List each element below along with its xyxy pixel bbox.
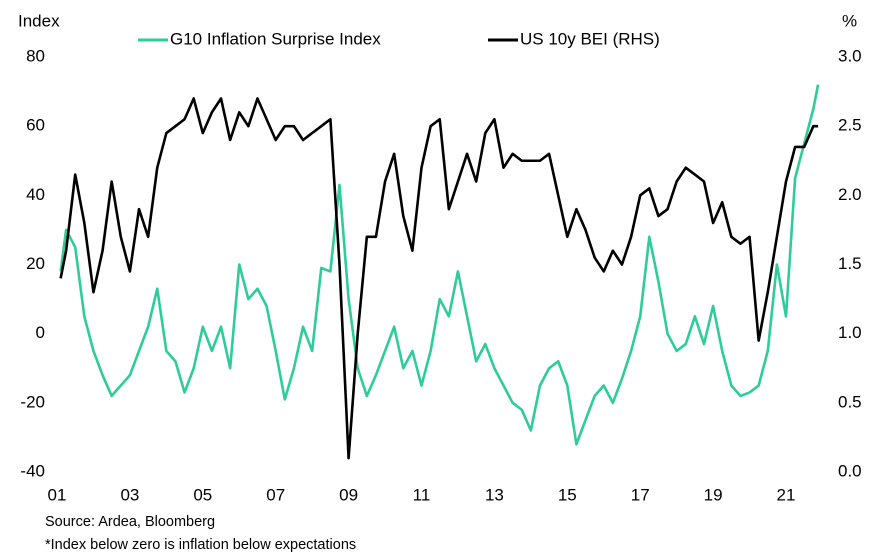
x-tick-label: 07 — [266, 485, 285, 504]
y2-tick-label: 3.0 — [838, 46, 862, 65]
left-axis-label: Index — [18, 11, 60, 30]
x-tick-label: 11 — [413, 485, 431, 504]
x-tick-label: 03 — [120, 485, 139, 504]
y2-tick-label: 1.0 — [838, 323, 862, 342]
y2-tick-label: 2.0 — [838, 185, 862, 204]
y-tick-label: -20 — [20, 392, 45, 411]
x-tick-label: 19 — [704, 485, 723, 504]
y-tick-label: 60 — [26, 116, 45, 135]
y2-tick-label: 2.5 — [838, 116, 862, 135]
legend-label: G10 Inflation Surprise Index — [170, 29, 381, 48]
series-line — [59, 84, 820, 446]
x-tick-label: 21 — [777, 485, 796, 504]
y-tick-label: 80 — [26, 46, 45, 65]
legend-label: US 10y BEI (RHS) — [520, 29, 660, 48]
x-tick-label: 09 — [339, 485, 358, 504]
right-axis-label: % — [842, 11, 857, 30]
y-tick-label: -40 — [20, 461, 45, 480]
footnote: *Index below zero is inflation below exp… — [45, 537, 356, 553]
y-tick-label: 0 — [36, 323, 45, 342]
y2-tick-label: 1.5 — [838, 254, 862, 273]
y2-tick-label: 0.0 — [838, 461, 862, 480]
source: Source: Ardea, Bloomberg — [45, 514, 215, 530]
y-tick-label: 40 — [26, 185, 45, 204]
x-tick-label: 15 — [558, 485, 577, 504]
y2-tick-label: 0.5 — [838, 392, 862, 411]
x-tick-label: 05 — [193, 485, 212, 504]
x-tick-label: 01 — [48, 485, 67, 504]
series-line — [59, 97, 819, 460]
x-tick-label: 13 — [485, 485, 504, 504]
x-tick-label: 17 — [631, 485, 650, 504]
y-tick-label: 20 — [26, 254, 45, 273]
